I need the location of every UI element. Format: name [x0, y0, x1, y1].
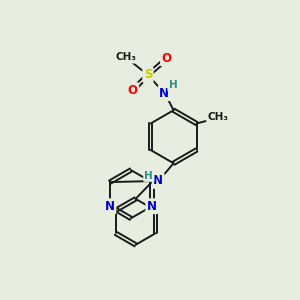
- Text: N: N: [153, 174, 163, 188]
- Text: H: H: [169, 80, 177, 90]
- Text: N: N: [147, 200, 157, 213]
- Text: CH₃: CH₃: [116, 52, 136, 62]
- Text: CH₃: CH₃: [208, 112, 229, 122]
- Text: N: N: [159, 87, 169, 100]
- Text: O: O: [128, 84, 138, 97]
- Text: H: H: [144, 171, 153, 181]
- Text: S: S: [144, 68, 152, 81]
- Text: O: O: [161, 52, 172, 65]
- Text: N: N: [105, 200, 115, 213]
